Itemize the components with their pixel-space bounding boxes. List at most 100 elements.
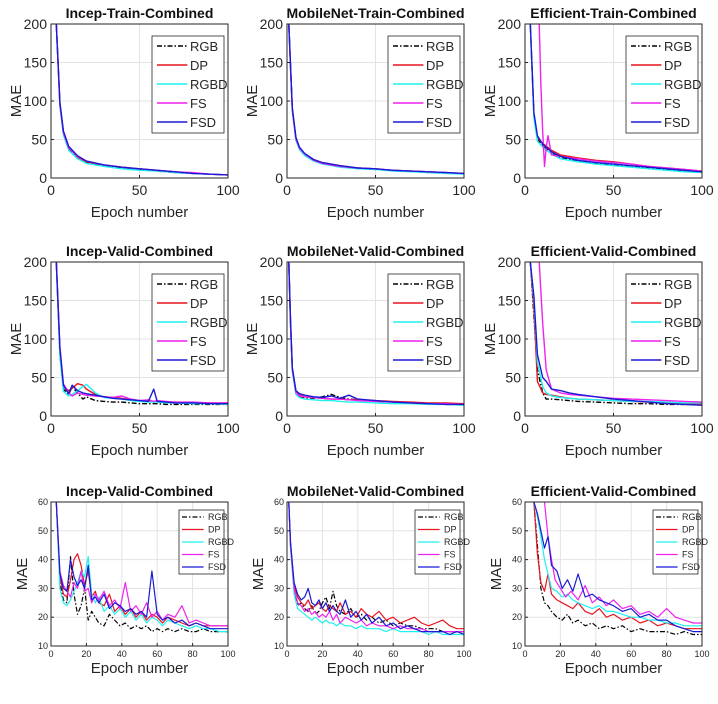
- y-tick-label: 100: [498, 331, 522, 347]
- series-line-dp: [288, 502, 464, 630]
- series-line-rgb: [55, 502, 228, 633]
- x-tick-label: 0: [521, 182, 529, 198]
- chart-panel-7: 0 20 40 60 80 100 10 20 30 40 50 60 Incep-Valid-Comb…: [14, 483, 236, 677]
- plot-frame: [286, 501, 465, 647]
- legend-label-dp: DP: [664, 296, 682, 311]
- legend-label-fsd: FSD: [444, 562, 463, 572]
- x-tick-label: 60: [388, 649, 398, 659]
- series-line-rgbd: [533, 502, 702, 627]
- y-tick-label: 200: [260, 254, 284, 270]
- y-tick-label: 50: [274, 526, 284, 536]
- y-tick-label: 150: [498, 293, 522, 309]
- y-axis-label: MAE: [482, 85, 499, 118]
- series-line-rgb: [288, 502, 464, 633]
- legend: RGB DP RGBD FS FSD: [414, 509, 471, 575]
- y-axis-label: MAE: [244, 85, 261, 118]
- series-group: [288, 24, 464, 175]
- y-tick-label: 200: [24, 16, 48, 32]
- legend-label-dp: DP: [190, 58, 208, 73]
- legend-label-dp: DP: [426, 296, 444, 311]
- x-tick-label: 20: [81, 649, 91, 659]
- chart-title: Incep-Valid-Combined: [66, 243, 213, 259]
- x-tick-label: 40: [353, 649, 363, 659]
- legend-label-fsd: FSD: [664, 353, 690, 368]
- legend-label-rgbd: RGBD: [208, 537, 235, 547]
- y-tick-label: 50: [267, 370, 283, 386]
- y-tick-label: 100: [24, 331, 48, 347]
- legend-label-fs: FS: [444, 550, 456, 560]
- legend-label-rgbd: RGBD: [682, 537, 709, 547]
- chart-title: MobileNet-Valid-Combined: [287, 243, 464, 259]
- x-tick-label: 60: [152, 649, 162, 659]
- legend-label-fs: FS: [190, 334, 207, 349]
- legend-label-dp: DP: [682, 525, 695, 535]
- series-group: [529, 262, 702, 406]
- legend-label-dp: DP: [664, 58, 682, 73]
- y-tick-label: 200: [498, 254, 522, 270]
- legend-label-fs: FS: [426, 96, 443, 111]
- chart-panel-5: 0 50 100 0 50 100 150 200MobileNet-Valid-Combin…: [244, 243, 476, 459]
- series-line-fsd: [55, 24, 228, 176]
- legend-label-fsd: FSD: [664, 115, 690, 130]
- y-tick-label: 50: [38, 526, 48, 536]
- chart-title: Incep-Valid-Combined: [66, 483, 213, 499]
- y-axis-label: MAE: [8, 85, 25, 118]
- series-line-rgb: [529, 262, 702, 406]
- y-axis-label: MAE: [488, 558, 505, 591]
- chart-title: MobileNet-Valid-Combined: [287, 483, 464, 499]
- legend-label-fsd: FSD: [426, 115, 452, 130]
- x-tick-label: 20: [555, 649, 565, 659]
- y-tick-label: 100: [498, 93, 522, 109]
- legend-label-rgbd: RGBD: [190, 315, 228, 330]
- y-tick-label: 150: [260, 55, 284, 71]
- legend-label-rgb: RGB: [682, 512, 702, 522]
- legend: RGB DP RGBD FS FSD: [625, 273, 702, 372]
- y-tick-label: 10: [512, 641, 522, 651]
- x-tick-label: 100: [694, 649, 709, 659]
- y-tick-label: 100: [260, 93, 284, 109]
- legend-label-rgb: RGB: [664, 39, 692, 54]
- y-tick-label: 10: [274, 641, 284, 651]
- x-tick-label: 50: [368, 420, 384, 436]
- chart-title: Efficient-Valid-Combined: [531, 243, 697, 259]
- chart-panel-4: 0 50 100 0 50 100 150 200 Incep-Valid-Combined Ep…: [8, 243, 240, 459]
- legend: RGB DP RGBD FS FSD: [387, 273, 464, 372]
- legend-label-fs: FS: [682, 550, 694, 560]
- x-tick-label: 80: [188, 649, 198, 659]
- x-tick-label: 50: [606, 420, 622, 436]
- x-tick-label: 50: [368, 182, 384, 198]
- series-line-fs: [55, 262, 228, 404]
- y-tick-label: 200: [498, 16, 522, 32]
- legend-label-fs: FS: [190, 96, 207, 111]
- y-axis-label: MAE: [244, 323, 261, 356]
- x-tick-label: 100: [456, 649, 471, 659]
- legend-label-rgbd: RGBD: [426, 77, 464, 92]
- x-tick-label: 80: [424, 649, 434, 659]
- x-tick-label: 0: [283, 182, 291, 198]
- legend-label-rgbd: RGBD: [664, 77, 702, 92]
- x-tick-label: 0: [522, 649, 527, 659]
- legend-label-rgb: RGB: [190, 39, 218, 54]
- x-tick-label: 40: [117, 649, 127, 659]
- legend: RGB DP RGBD FS FSD: [151, 273, 228, 372]
- y-tick-label: 30: [274, 583, 284, 593]
- y-tick-label: 60: [512, 497, 522, 507]
- y-tick-label: 50: [267, 132, 283, 148]
- y-axis-label: MAE: [482, 323, 499, 356]
- x-tick-label: 0: [521, 420, 529, 436]
- series-line-fs: [55, 502, 228, 627]
- y-tick-label: 20: [512, 612, 522, 622]
- legend-label-fsd: FSD: [190, 353, 216, 368]
- x-axis-label: Epoch number: [91, 442, 189, 459]
- x-tick-label: 40: [591, 649, 601, 659]
- x-tick-label: 0: [47, 182, 55, 198]
- legend: RGB DP RGBD FS FSD: [151, 35, 228, 134]
- legend-label-fs: FS: [208, 550, 220, 560]
- series-line-fsd: [529, 24, 702, 173]
- legend-label-rgb: RGB: [444, 512, 464, 522]
- x-tick-label: 20: [317, 649, 327, 659]
- x-axis-label: Epoch number: [565, 442, 663, 459]
- x-tick-label: 0: [284, 649, 289, 659]
- series-line-rgbd: [529, 24, 702, 174]
